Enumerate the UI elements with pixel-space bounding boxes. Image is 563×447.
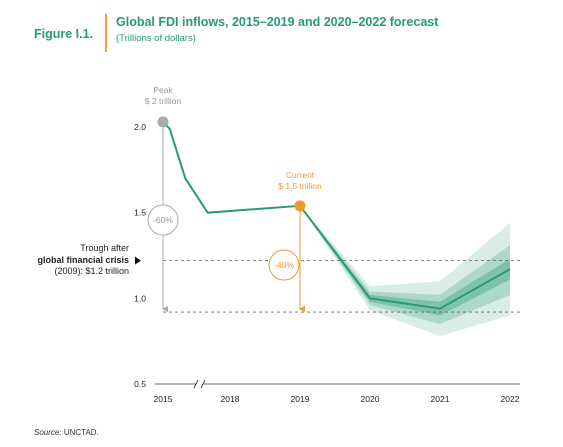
axis-break-mark (193, 379, 199, 389)
trough-annotation: Trough after global financial crisis (20… (37, 243, 129, 278)
forecast-band-outer (300, 205, 510, 337)
current-value: $ 1.5 trillion (278, 181, 322, 191)
pct-from-peak-label: -60% (153, 215, 173, 225)
pct-from-current-label: -40% (274, 260, 294, 270)
x-tick-label: 2021 (431, 394, 450, 404)
figure-divider (105, 14, 107, 52)
trough-line-1: Trough after (80, 243, 129, 253)
y-tick-label: 2.0 (134, 122, 146, 132)
pct-from-current-circle (268, 249, 300, 281)
current-marker (294, 200, 306, 212)
peak-marker (157, 116, 169, 128)
peak-value: $ 2 trillion (145, 96, 182, 106)
source-text: UNCTAD. (63, 428, 99, 437)
y-tick-label: 1.0 (134, 293, 146, 303)
x-tick-label: 2020 (361, 394, 380, 404)
source-note: Source: UNCTAD. (34, 428, 99, 437)
x-tick-label: 2022 (501, 394, 520, 404)
y-tick-label: 0.5 (134, 379, 146, 389)
peak-label: Peak (153, 85, 173, 95)
pct-from-peak-circle (147, 204, 179, 236)
historical-line (162, 121, 301, 214)
current-label: Current (286, 170, 315, 180)
trough-line-2: global financial crisis (37, 254, 129, 265)
trough-pointer-icon (135, 256, 141, 265)
trough-line-3: (2009): $1.2 trillion (54, 266, 129, 276)
figure-label: Figure I.1. (34, 27, 94, 41)
source-label: Source: (34, 428, 62, 437)
forecast-line (299, 205, 511, 310)
chart-subtitle: (Trillions of dollars) (116, 33, 196, 44)
chart-title: Global FDI inflows, 2015–2019 and 2020–2… (116, 15, 439, 29)
axis-break-mark (200, 379, 206, 389)
x-tick-label: 2015 (154, 394, 173, 404)
y-tick-label: 1.5 (134, 208, 146, 218)
x-tick-label: 2019 (291, 394, 310, 404)
forecast-band-mid (300, 205, 510, 325)
x-tick-label: 2018 (221, 394, 240, 404)
